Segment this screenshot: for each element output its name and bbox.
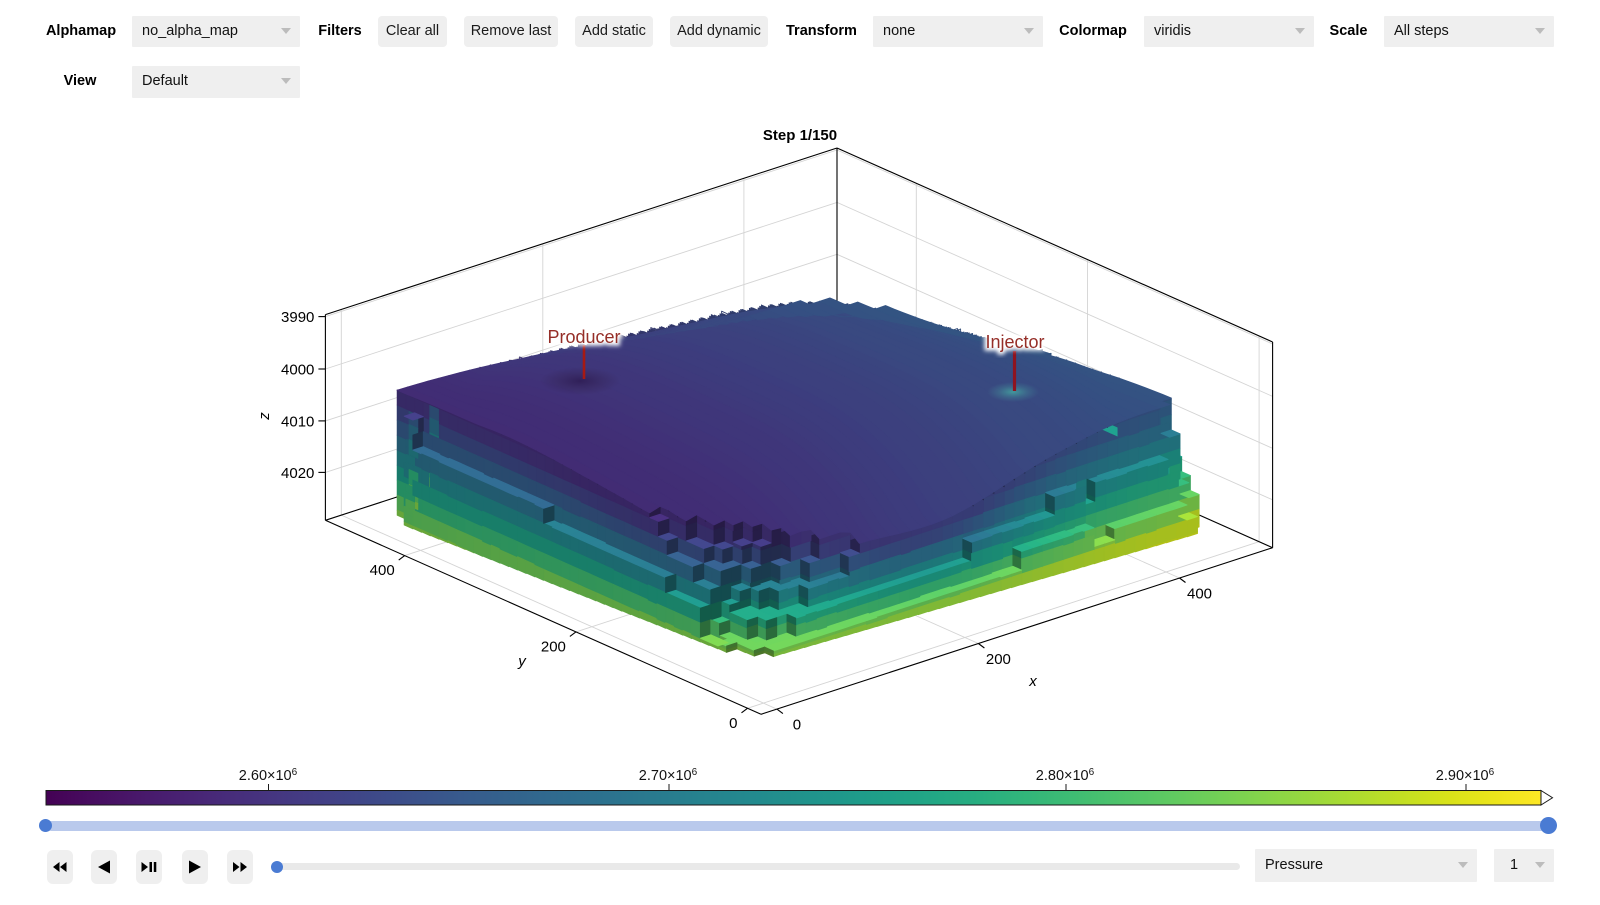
svg-text:200: 200 [986,651,1011,668]
svg-text:2.80×106: 2.80×106 [1036,767,1095,784]
svg-text:Step 1/150: Step 1/150 [763,127,837,144]
svg-text:400: 400 [1187,586,1212,603]
svg-text:400: 400 [370,562,395,579]
svg-text:Injector: Injector [985,332,1044,352]
svg-text:0: 0 [729,715,737,732]
svg-text:0: 0 [793,717,801,734]
svg-text:z: z [256,412,273,421]
svg-text:2.70×106: 2.70×106 [639,767,698,784]
svg-text:Producer: Producer [547,327,620,347]
svg-text:4000: 4000 [281,362,314,379]
svg-text:3990: 3990 [281,309,314,326]
svg-text:2.90×106: 2.90×106 [1436,767,1495,784]
svg-text:y: y [517,653,527,670]
svg-text:4020: 4020 [281,465,314,482]
svg-text:200: 200 [541,638,566,655]
svg-text:2.60×106: 2.60×106 [239,767,298,784]
svg-text:Producer: Producer [547,327,620,347]
svg-text:Injector: Injector [985,332,1044,352]
svg-text:4010: 4010 [281,413,314,430]
svg-text:x: x [1028,673,1037,690]
